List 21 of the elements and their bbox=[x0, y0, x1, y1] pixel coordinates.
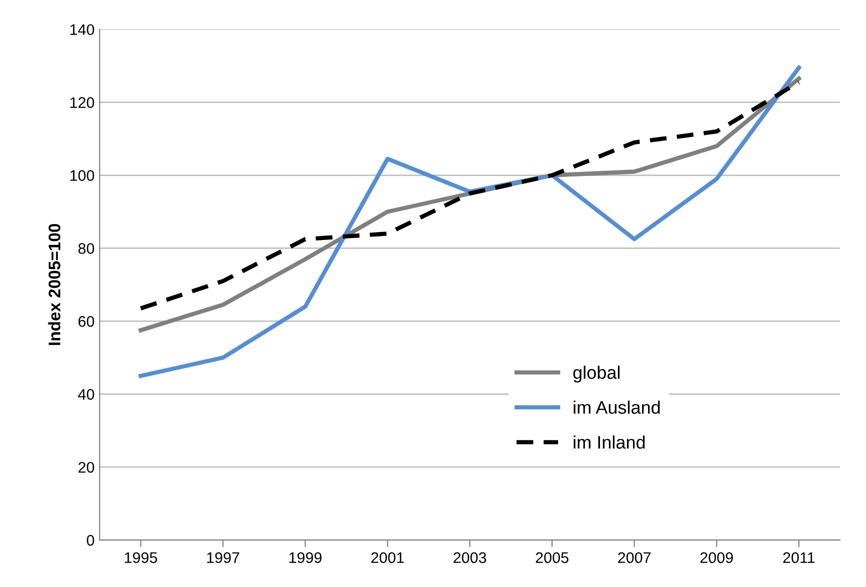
y-axis-title: Index 2005=100 bbox=[48, 224, 60, 345]
x-tick-label: 1995 bbox=[124, 552, 158, 564]
y-tick-label: 100 bbox=[70, 170, 94, 181]
legend-label: global bbox=[573, 366, 620, 383]
x-tick-label: 1997 bbox=[207, 552, 240, 564]
y-tick-label: 40 bbox=[78, 388, 94, 400]
legend-label: im Ausland bbox=[574, 400, 660, 414]
legend-label: im Inland bbox=[574, 435, 645, 449]
x-tick-label: 2011 bbox=[783, 552, 815, 564]
y-tick-label: 20 bbox=[78, 462, 94, 473]
x-tick-label: 2003 bbox=[454, 552, 486, 564]
y-tick-label: 80 bbox=[78, 243, 94, 254]
x-tick-label: 2009 bbox=[700, 552, 733, 564]
x-tick-label: 2001 bbox=[371, 552, 404, 564]
x-tick-label: 1999 bbox=[289, 552, 322, 564]
y-tick-label: 0 bbox=[86, 534, 94, 546]
x-tick-label: 2007 bbox=[618, 552, 651, 564]
y-tick-label: 140 bbox=[70, 24, 94, 36]
y-tick-label: 120 bbox=[70, 97, 94, 108]
x-tick-label: 2005 bbox=[536, 552, 568, 564]
y-tick-label: 60 bbox=[78, 316, 94, 327]
